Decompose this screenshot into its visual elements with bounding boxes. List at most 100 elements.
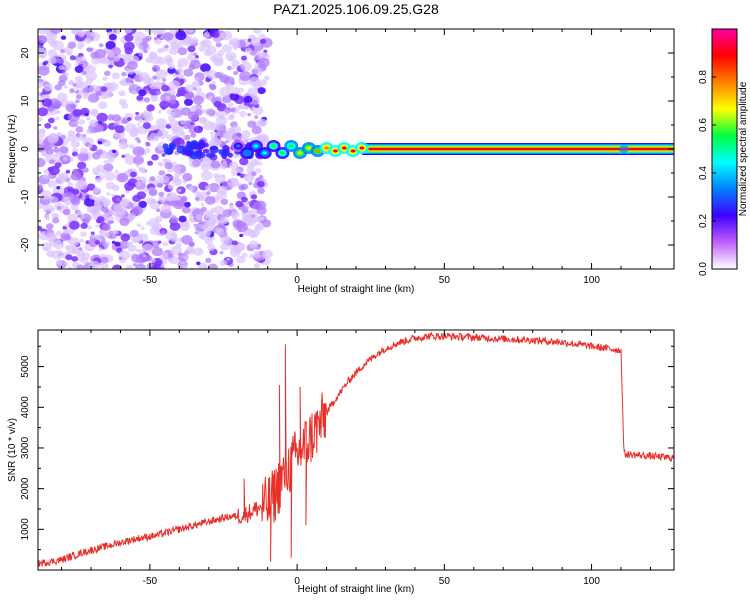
noise-blob	[217, 229, 222, 233]
noise-blob	[105, 59, 116, 68]
noise-blob	[114, 125, 125, 134]
noise-blob	[156, 175, 162, 179]
snr-y-tick-label: 3000	[20, 436, 31, 459]
noise-blob	[65, 254, 73, 261]
noise-blob	[127, 60, 138, 70]
carrier-blob-peak	[271, 144, 277, 148]
noise-blob	[40, 190, 52, 200]
noise-blob	[96, 112, 108, 123]
snr-x-tick-label: 100	[583, 576, 600, 587]
noise-blob	[67, 41, 77, 49]
noise-blob	[172, 126, 185, 137]
noise-blob	[112, 114, 121, 122]
noise-blob	[208, 263, 218, 269]
noise-blob	[53, 240, 65, 250]
spectrogram-x-tick-label: 100	[583, 275, 600, 286]
noise-blob	[129, 171, 137, 178]
noise-blob	[197, 105, 203, 110]
noise-blob	[195, 55, 200, 59]
noise-blob	[205, 152, 216, 158]
noise-blob	[77, 56, 87, 65]
noise-blob	[160, 252, 169, 260]
noise-blob	[62, 208, 71, 216]
noise-blob	[152, 29, 160, 36]
noise-blob	[124, 155, 137, 165]
noise-blob	[45, 216, 51, 221]
noise-blob	[202, 120, 215, 131]
noise-blob	[185, 120, 196, 129]
noise-blob	[228, 161, 239, 170]
noise-blob	[239, 71, 252, 81]
noise-blob	[52, 249, 64, 260]
noise-blob	[103, 160, 109, 165]
noise-blob	[114, 241, 121, 247]
noise-blob	[186, 55, 193, 61]
noise-blob	[71, 188, 80, 195]
noise-blob	[88, 194, 96, 200]
noise-blob	[45, 223, 54, 230]
noise-blob	[57, 58, 64, 64]
noise-blob	[78, 247, 83, 251]
noise-blob	[43, 60, 49, 65]
colorbar-tick-label: 0.0	[698, 262, 709, 276]
noise-blob	[235, 243, 246, 252]
noise-blob	[38, 35, 48, 44]
noise-blob	[222, 44, 232, 53]
noise-blob	[153, 37, 162, 45]
noise-blob	[127, 81, 133, 87]
snr-x-tick-label: 50	[439, 576, 451, 587]
noise-blob	[132, 263, 137, 267]
noise-blob	[95, 224, 100, 228]
noise-blob	[169, 221, 181, 231]
colorbar-tick-label: 0.6	[698, 118, 709, 132]
noise-blob	[121, 194, 125, 198]
noise-blob	[104, 70, 111, 77]
noise-blob	[213, 205, 225, 215]
noise-blob	[177, 47, 188, 56]
colorbar-ticks: 0.0 0.2 0.4 0.6 0.8	[698, 70, 716, 276]
noise-blob	[88, 238, 100, 247]
noise-blob	[84, 112, 89, 117]
noise-blob	[182, 172, 193, 182]
noise-blob	[113, 203, 126, 214]
noise-blob	[55, 116, 60, 120]
noise-blob	[135, 164, 140, 168]
noise-blob	[38, 185, 43, 191]
noise-blob	[68, 237, 80, 247]
noise-blob	[111, 72, 120, 80]
noise-blob	[177, 252, 182, 256]
noise-blob	[195, 196, 200, 201]
noise-blob	[124, 47, 133, 55]
noise-blob	[241, 130, 251, 139]
noise-blob	[203, 70, 210, 77]
noise-blob	[112, 264, 122, 269]
noise-blob	[229, 37, 240, 47]
noise-blob	[143, 97, 151, 103]
noise-blob	[257, 57, 270, 68]
noise-blob	[240, 61, 252, 72]
noise-blob	[264, 75, 270, 81]
noise-blob	[220, 174, 226, 179]
spectrogram-x-axis-title: Height of straight line (km)	[298, 284, 415, 295]
noise-blob	[48, 117, 55, 124]
noise-blob	[79, 238, 85, 243]
noise-blob	[194, 76, 200, 81]
noise-blob	[150, 198, 158, 205]
noise-blob	[229, 206, 234, 211]
noise-blob	[248, 76, 261, 87]
noise-blob	[156, 48, 164, 54]
noise-blob	[190, 122, 194, 126]
carrier-blob-peak	[288, 144, 294, 148]
noise-blob	[230, 86, 240, 95]
noise-blob	[121, 137, 125, 141]
snr-x-tick-label: 0	[294, 576, 300, 587]
noise-blob	[86, 116, 91, 121]
noise-blob	[76, 264, 85, 269]
noise-blob	[220, 243, 230, 251]
noise-blob	[144, 255, 153, 262]
noise-blob	[189, 151, 200, 160]
noise-blob	[184, 98, 193, 106]
noise-blob	[49, 207, 55, 212]
noise-blob	[138, 200, 147, 208]
noise-blob	[258, 161, 263, 166]
